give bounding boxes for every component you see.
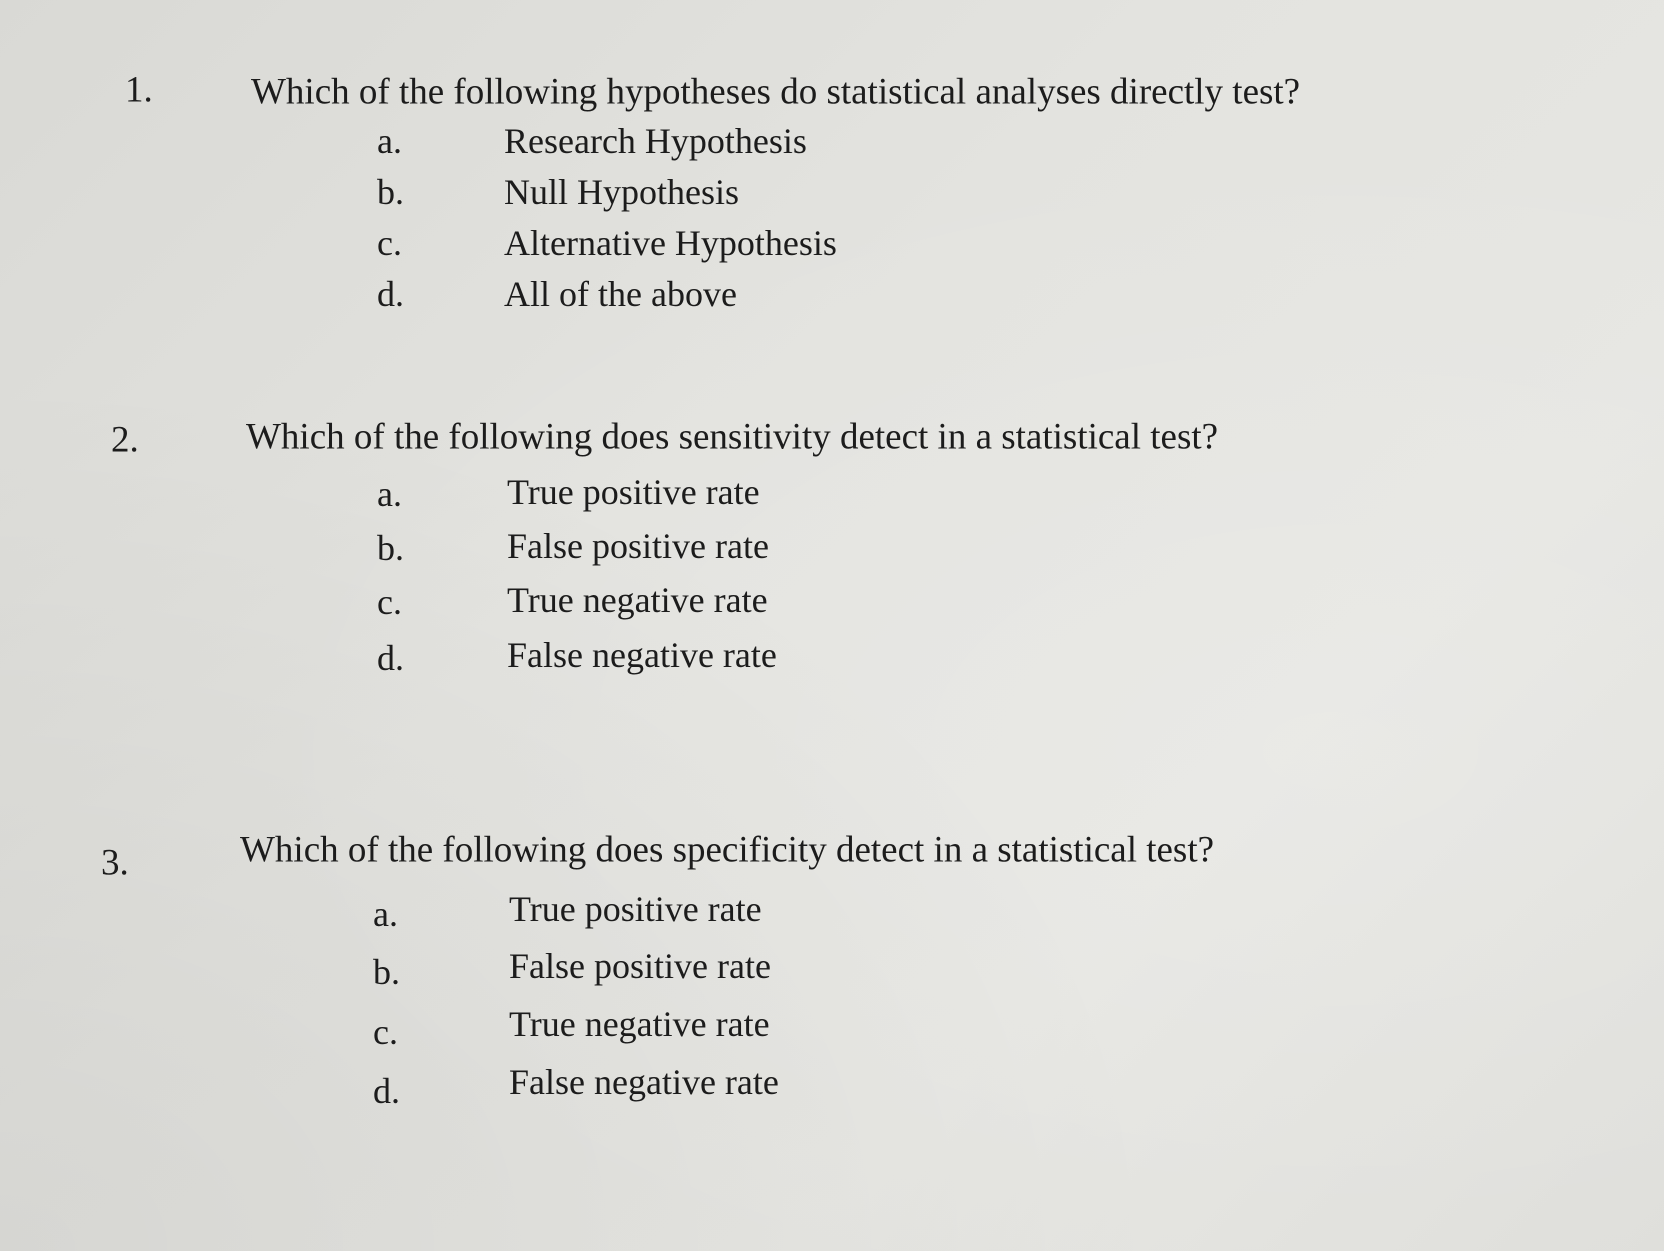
option-text: False positive rate (509, 946, 771, 986)
option-letter: b. (377, 528, 404, 568)
option-text: Null Hypothesis (504, 172, 740, 212)
option-text: False negative rate (507, 635, 777, 675)
option-letter: c. (373, 1012, 398, 1052)
option-text: Research Hypothesis (504, 121, 807, 161)
question-text: Which of the following does specificity … (240, 829, 1215, 871)
question-text: Which of the following does sensitivity … (246, 416, 1219, 458)
option-text: True positive rate (507, 472, 760, 512)
question-number: 2. (111, 419, 139, 461)
option-letter: d. (373, 1071, 400, 1111)
option-text: True negative rate (507, 580, 768, 620)
option-letter: d. (377, 274, 404, 314)
option-letter: b. (373, 952, 400, 992)
question-number: 3. (101, 842, 129, 884)
option-text: All of the above (504, 274, 737, 314)
question-number: 1. (125, 69, 153, 111)
option-letter: d. (377, 638, 404, 678)
option-text: Alternative Hypothesis (504, 223, 837, 263)
option-text: True negative rate (509, 1004, 770, 1044)
option-text: False negative rate (509, 1062, 779, 1102)
option-letter: a. (377, 121, 402, 161)
option-text: True positive rate (509, 889, 762, 929)
question-text: Which of the following hypotheses do sta… (251, 71, 1301, 113)
option-letter: b. (377, 172, 404, 212)
option-letter: c. (377, 582, 402, 622)
option-letter: a. (377, 474, 402, 514)
option-letter: a. (373, 894, 398, 934)
option-text: False positive rate (507, 526, 769, 566)
option-letter: c. (377, 223, 402, 263)
